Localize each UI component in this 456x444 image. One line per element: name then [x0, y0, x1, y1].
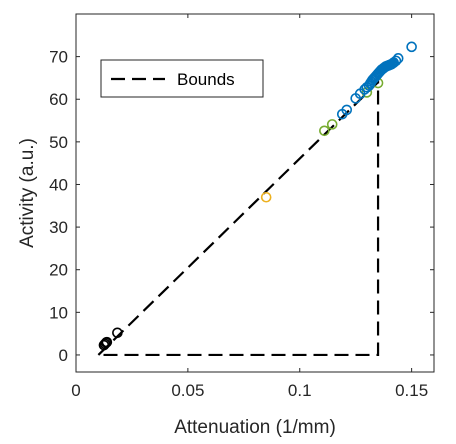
y-tick-label: 40: [49, 175, 68, 194]
data-point: [361, 87, 373, 98]
y-axis-ticks: 0 10 20 30 40 50 60 70: [49, 48, 434, 365]
bounds-line: [97, 79, 380, 357]
y-tick-label: 20: [49, 261, 68, 280]
y-tick-label: 10: [49, 303, 68, 322]
data-point: [390, 55, 402, 67]
y-tick-label: 30: [49, 218, 68, 237]
data-point: [319, 125, 330, 137]
data-point: [112, 327, 123, 339]
x-tick-label: 0.1: [288, 381, 312, 400]
data-point: [260, 191, 272, 203]
bounds-layer: [97, 79, 380, 357]
data-point: [341, 104, 353, 116]
legend-bounds-label: Bounds: [177, 70, 235, 89]
y-tick-label: 0: [59, 346, 68, 365]
x-tick-label: 0.05: [171, 381, 204, 400]
points-layer: [98, 41, 417, 351]
legend-box: [100, 59, 264, 98]
y-axis-label: Activity (a.u.): [17, 138, 38, 248]
data-point: [98, 339, 110, 351]
x-tick-label: 0: [71, 381, 80, 400]
y-tick-label: 70: [49, 48, 68, 67]
data-point: [101, 336, 113, 348]
x-tick-label: 0.15: [395, 381, 428, 400]
y-tick-label: 50: [49, 133, 68, 152]
data-point: [99, 338, 111, 350]
y-tick-label: 60: [49, 90, 68, 109]
x-axis-label: Attenuation (1/mm): [174, 417, 336, 438]
data-point: [326, 119, 338, 130]
data-point: [392, 53, 404, 64]
legend: Bounds: [100, 59, 264, 98]
data-point: [406, 41, 417, 53]
x-axis-ticks: 0 0.05 0.1 0.15: [71, 14, 428, 400]
